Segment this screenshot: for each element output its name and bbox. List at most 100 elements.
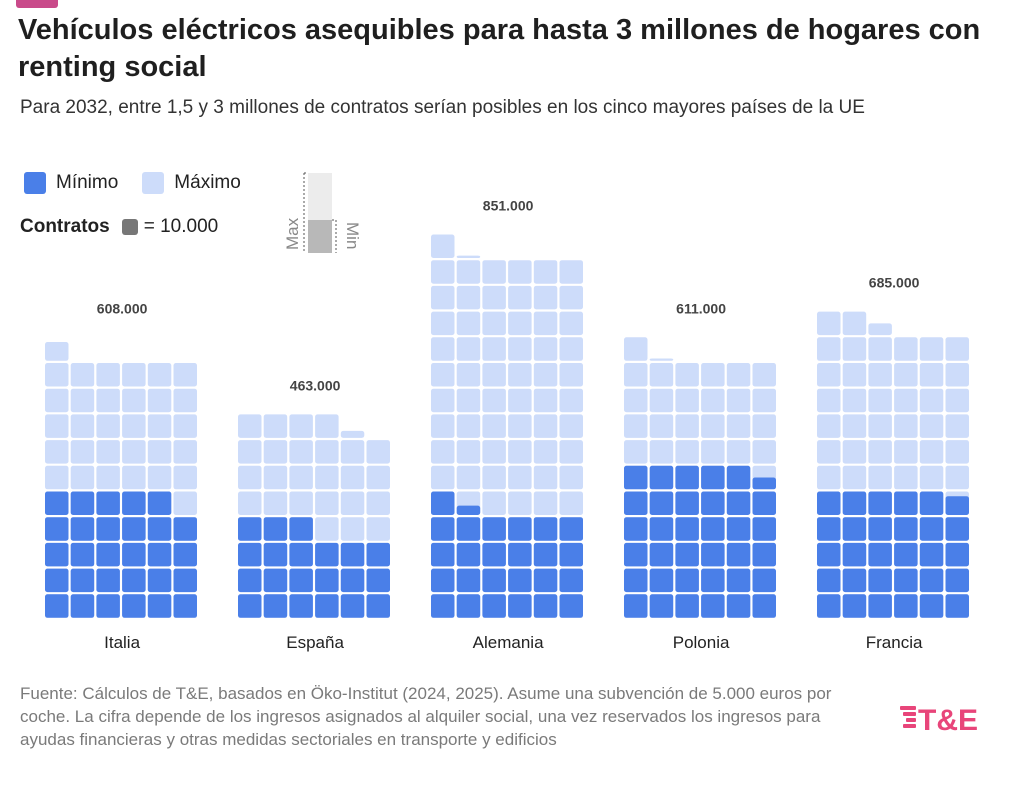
waffle-cell-max bbox=[456, 465, 481, 490]
chart-title: Vehículos eléctricos asequibles para has… bbox=[18, 14, 981, 83]
waffle-cell-max bbox=[559, 440, 583, 464]
waffle-cell-min bbox=[366, 542, 390, 567]
waffle-cell-max bbox=[238, 414, 262, 438]
waffle-cell-min bbox=[817, 517, 841, 541]
waffle-cell-max bbox=[147, 363, 172, 387]
waffle-cell-max bbox=[70, 388, 95, 413]
waffle-cell-max bbox=[482, 285, 506, 310]
waffle-cell-max bbox=[701, 440, 725, 464]
waffle-cell-max bbox=[45, 414, 69, 438]
waffle-cell-min bbox=[919, 517, 944, 541]
waffle-cell-max bbox=[675, 388, 699, 413]
waffle-cell-max bbox=[482, 311, 506, 336]
waffle-cell-min bbox=[289, 568, 313, 593]
waffle-cell-max bbox=[945, 363, 969, 387]
waffle-cell-max bbox=[431, 363, 455, 387]
waffle-cell-max bbox=[45, 465, 69, 490]
waffle-cell-min bbox=[173, 542, 197, 567]
total-label: 608.000 bbox=[97, 300, 148, 316]
waffle-cell-max bbox=[919, 414, 944, 438]
waffle-cell-max bbox=[701, 363, 725, 387]
waffle-cell-min bbox=[817, 542, 841, 567]
legend: Mínimo Máximo bbox=[24, 172, 265, 194]
waffle-cell-max bbox=[96, 440, 120, 464]
waffle-cell-max bbox=[238, 465, 262, 490]
waffle-cell-min bbox=[533, 542, 558, 567]
waffle-cell-max bbox=[945, 440, 969, 464]
waffle-cell-max bbox=[431, 234, 455, 258]
waffle-cell-max bbox=[842, 337, 867, 361]
waffle-cell-min bbox=[431, 517, 455, 541]
waffle-cell-min bbox=[147, 542, 172, 567]
waffle-cell-min bbox=[868, 594, 892, 618]
waffle-cell-min bbox=[70, 594, 95, 618]
waffle-cell-min bbox=[456, 542, 481, 567]
waffle-cell-max bbox=[366, 465, 390, 490]
legend-swatch-min bbox=[24, 172, 46, 194]
waffle-cell-max bbox=[508, 440, 532, 464]
legend-label-min: Mínimo bbox=[56, 172, 119, 193]
waffle-cell-max bbox=[533, 491, 558, 515]
waffle-cell-max bbox=[122, 414, 146, 438]
waffle-cell-max bbox=[817, 465, 841, 490]
waffle-cell-min bbox=[752, 491, 776, 515]
waffle-cell-min bbox=[238, 517, 262, 541]
waffle-cell-min bbox=[147, 491, 172, 515]
waffle-cell-max bbox=[842, 388, 867, 413]
waffle-cell-min bbox=[945, 542, 969, 567]
waffle-cell-max bbox=[431, 260, 455, 284]
waffle-cell-min bbox=[868, 542, 892, 567]
waffle-cell-max bbox=[559, 260, 583, 284]
unit-note-value: = 10.000 bbox=[143, 216, 219, 237]
waffle-cell-max bbox=[919, 388, 944, 413]
waffle-cell-max bbox=[701, 388, 725, 413]
waffle-cell-min bbox=[701, 594, 725, 618]
waffle-cell-max bbox=[868, 465, 892, 490]
waffle-cell-max bbox=[508, 337, 532, 361]
waffle-cell-max bbox=[456, 363, 481, 387]
waffle-cell-min bbox=[45, 491, 69, 515]
waffle-cell-max bbox=[817, 337, 841, 361]
waffle-cell-max bbox=[315, 414, 339, 438]
waffle-cell-max bbox=[842, 465, 867, 490]
waffle-cell-max bbox=[122, 388, 146, 413]
waffle-cell-max bbox=[624, 363, 648, 387]
waffle-cell-max bbox=[559, 285, 583, 310]
waffle-cell-min bbox=[70, 491, 95, 515]
waffle-cell-max bbox=[122, 440, 146, 464]
waffle-cell-max bbox=[45, 342, 69, 361]
waffle-cell-min bbox=[70, 517, 95, 541]
waffle-cell-max bbox=[456, 388, 481, 413]
te-logo: T&E bbox=[900, 704, 978, 736]
waffle-cell-max bbox=[96, 388, 120, 413]
total-label: 851.000 bbox=[483, 198, 534, 214]
waffle-cell-min bbox=[147, 568, 172, 593]
waffle-cell-max bbox=[508, 491, 532, 515]
waffle-cell-min bbox=[45, 542, 69, 567]
waffle-cell-max bbox=[96, 363, 120, 387]
waffle-cell-max bbox=[340, 430, 365, 438]
waffle-cell-min bbox=[559, 542, 583, 567]
waffle-cell-max bbox=[173, 363, 197, 387]
waffle-cell-min bbox=[482, 568, 506, 593]
waffle-cell-max bbox=[868, 388, 892, 413]
waffle-cell-min bbox=[70, 542, 95, 567]
waffle-cell-max bbox=[649, 363, 674, 387]
waffle-group-italia: 608.000 Italia bbox=[45, 300, 197, 652]
unit-square-icon bbox=[121, 219, 138, 235]
legend-item-max: Máximo bbox=[142, 172, 241, 194]
waffle-cell-min bbox=[726, 542, 751, 567]
waffle-cell-max bbox=[894, 388, 918, 413]
waffle-cell-max bbox=[238, 491, 262, 515]
waffle-cell-min bbox=[675, 594, 699, 618]
waffle-cell-max bbox=[366, 517, 390, 541]
waffle-cell-max bbox=[817, 414, 841, 438]
waffle-cell-max bbox=[559, 363, 583, 387]
waffle-cell-max bbox=[945, 414, 969, 438]
waffle-cell-max bbox=[482, 440, 506, 464]
waffle-cell-max bbox=[456, 311, 481, 336]
waffle-cell-min bbox=[45, 594, 69, 618]
waffle-cell-max bbox=[868, 323, 892, 336]
waffle-cell-max bbox=[45, 388, 69, 413]
key-min-label: Min bbox=[343, 222, 362, 249]
